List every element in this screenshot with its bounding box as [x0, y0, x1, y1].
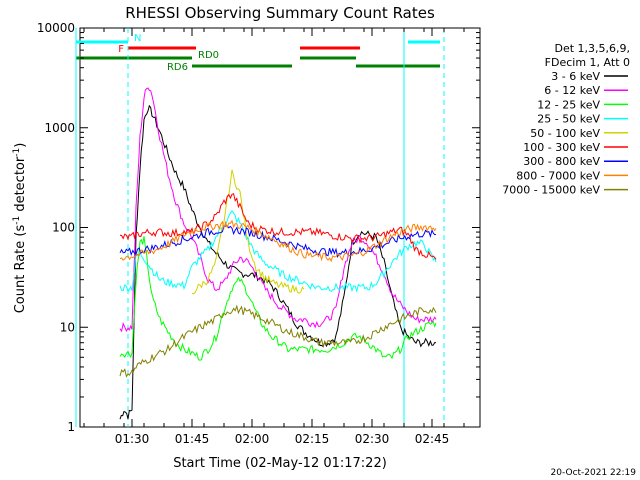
- legend-entry-label: 12 - 25 keV: [537, 98, 600, 111]
- series-line-3-6-kev: [119, 104, 437, 420]
- series-line-100-300-kev: [119, 193, 437, 260]
- chart-title: RHESSI Observing Summary Count Rates: [125, 4, 435, 22]
- y-axis-ticks: 1 10 100 1000 10000: [37, 21, 480, 434]
- y-tick-label: 10000: [37, 21, 75, 35]
- state-bars: NF RD0 RD6: [76, 33, 440, 73]
- series-line-50-100-kev: [191, 169, 305, 295]
- series-line-300-800-kev: [119, 225, 437, 259]
- x-tick-label: 02:00: [235, 432, 270, 446]
- x-axis-label: Start Time (02-May-12 01:17:22): [173, 456, 387, 471]
- series-line-12-25-kev: [119, 236, 437, 361]
- legend-entry-label: 25 - 50 keV: [537, 113, 600, 126]
- y-axis-label-mid: detector: [13, 156, 28, 216]
- legend-entry-label: 800 - 7000 keV: [516, 169, 600, 182]
- legend-entry-label: 6 - 12 keV: [544, 84, 600, 97]
- legend-entry-label: 3 - 6 keV: [551, 70, 600, 83]
- x-axis-ticks: 01:30 01:45 02:00 02:15 02:30 02:45: [83, 28, 465, 446]
- legend-entry-label: 100 - 300 keV: [523, 141, 600, 154]
- y-axis-label-post: ): [13, 143, 28, 148]
- legend: Det 1,3,5,6,9, FDecim 1, Att 0 3 - 6 keV…: [502, 42, 630, 197]
- legend-header-line-1: Det 1,3,5,6,9,: [554, 42, 630, 55]
- y-tick-label: 100: [52, 221, 75, 235]
- state-bar-label-rd0: RD0: [198, 50, 219, 61]
- series-line-800-7000-kev: [119, 219, 437, 263]
- series-line-25-50-kev: [119, 209, 437, 293]
- x-tick-label: 01:45: [175, 432, 210, 446]
- x-tick-label: 01:30: [115, 432, 150, 446]
- series-line-7000-15000-kev: [119, 304, 437, 378]
- y-axis-label-pre: Count Rate (s: [13, 225, 28, 314]
- x-tick-label: 02:15: [295, 432, 330, 446]
- x-tick-label: 02:45: [415, 432, 450, 446]
- state-bar-label-rd6: RD6: [167, 62, 188, 73]
- y-tick-label: 1: [67, 420, 75, 434]
- state-bar-label-f: F: [118, 44, 124, 55]
- footer-timestamp: 20-Oct-2021 22:19: [551, 468, 637, 478]
- legend-entry-label: 7000 - 15000 keV: [502, 184, 600, 197]
- y-axis-label: Count Rate (s-1 detector-1): [12, 143, 28, 314]
- x-tick-label: 02:30: [355, 432, 390, 446]
- state-bar-label-n: N: [134, 33, 141, 44]
- legend-entry-label: 300 - 800 keV: [523, 155, 600, 168]
- legend-entry-label: 50 - 100 keV: [530, 127, 600, 140]
- legend-header-line-2: FDecim 1, Att 0: [545, 56, 630, 69]
- series-lines: [119, 87, 437, 420]
- y-axis-label-exp2: -1: [12, 148, 22, 157]
- y-tick-label: 1000: [44, 121, 75, 135]
- y-axis-label-exp1: -1: [12, 216, 22, 225]
- y-tick-label: 10: [60, 320, 75, 334]
- orbit-lines: [75, 28, 445, 427]
